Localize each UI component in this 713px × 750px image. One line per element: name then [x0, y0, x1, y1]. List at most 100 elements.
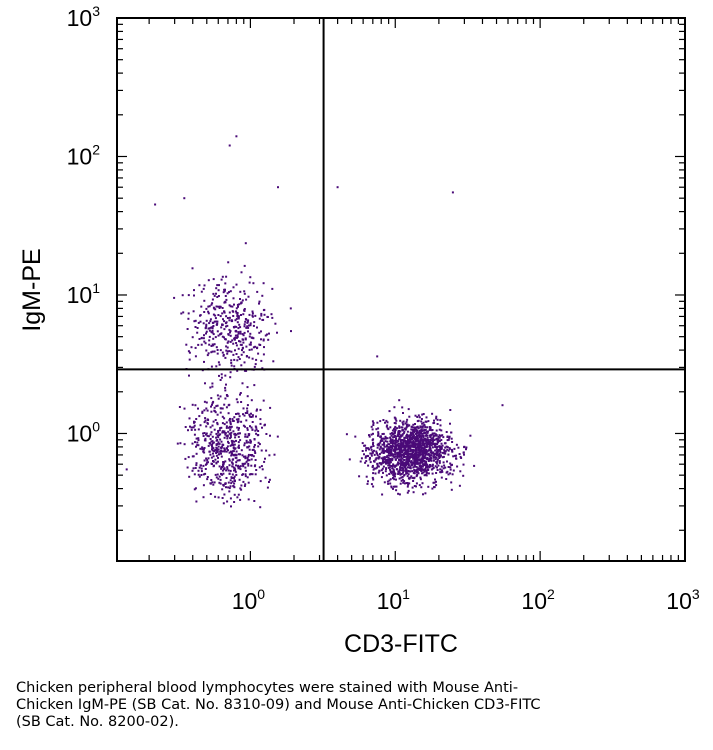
data-point: [425, 433, 428, 436]
data-point: [242, 424, 245, 427]
data-point: [210, 326, 212, 329]
data-point: [201, 410, 204, 413]
data-point: [377, 465, 380, 468]
data-point: [235, 353, 238, 355]
data-point: [211, 298, 214, 301]
data-point: [443, 452, 446, 455]
data-point: [458, 484, 461, 487]
data-point: [187, 350, 190, 353]
data-point: [244, 320, 247, 323]
data-point: [418, 444, 421, 447]
x-tick-labels: 100 101 102 103: [232, 586, 700, 614]
data-point: [369, 461, 372, 464]
data-point: [410, 461, 412, 464]
data-point: [386, 445, 388, 447]
data-point: [402, 420, 405, 423]
data-point: [417, 427, 420, 430]
data-point: [393, 478, 396, 481]
data-point: [418, 448, 421, 451]
data-point: [233, 501, 236, 503]
data-point: [393, 456, 396, 459]
data-point: [447, 453, 450, 456]
data-point: [438, 461, 441, 464]
data-point: [217, 430, 220, 432]
data-point: [220, 332, 223, 335]
data-point: [203, 340, 206, 343]
data-point: [240, 484, 243, 487]
data-point: [204, 342, 207, 345]
data-point: [183, 407, 186, 410]
data-point: [389, 445, 392, 447]
data-point: [367, 455, 370, 458]
data-point: [205, 433, 207, 436]
data-point: [235, 311, 238, 314]
data-point: [431, 464, 434, 467]
data-point: [421, 472, 423, 475]
data-point: [419, 469, 422, 471]
data-point: [386, 437, 389, 440]
data-point: [408, 460, 411, 462]
data-point: [210, 345, 213, 347]
data-point: [273, 453, 276, 456]
data-point: [411, 442, 414, 445]
data-point: [401, 460, 404, 463]
data-point: [439, 448, 442, 451]
data-point: [410, 433, 412, 436]
data-point: [218, 465, 221, 468]
data-point: [239, 340, 242, 343]
data-point: [400, 461, 403, 464]
x-tick-label: 101: [377, 586, 411, 614]
data-point: [214, 458, 217, 461]
data-point: [203, 400, 206, 403]
data-point: [432, 481, 435, 484]
data-point: [408, 482, 411, 485]
data-point: [406, 482, 409, 484]
data-point: [414, 443, 417, 446]
data-point: [201, 446, 204, 449]
data-point: [249, 322, 252, 325]
data-point: [243, 442, 246, 445]
data-point: [178, 406, 181, 408]
data-point: [212, 325, 215, 327]
data-point: [223, 447, 226, 450]
data-point: [446, 446, 449, 449]
data-point: [401, 429, 404, 431]
data-point: [424, 438, 427, 441]
data-point: [254, 314, 257, 317]
data-point: [366, 482, 369, 485]
data-point: [393, 427, 396, 430]
data-point: [233, 416, 236, 419]
data-point: [391, 465, 394, 467]
data-point: [245, 441, 248, 444]
data-point: [376, 355, 379, 358]
data-point: [242, 407, 245, 410]
data-point: [246, 427, 249, 430]
data-point: [413, 476, 416, 479]
data-point: [433, 432, 436, 435]
data-point: [403, 462, 405, 465]
data-point: [232, 458, 235, 461]
data-point: [217, 436, 220, 439]
data-point: [233, 482, 236, 485]
data-point: [213, 450, 216, 453]
data-point: [244, 338, 247, 341]
data-point: [407, 489, 410, 492]
data-point: [438, 457, 441, 459]
data-point: [243, 414, 246, 417]
data-point: [207, 312, 210, 315]
data-point: [216, 473, 219, 476]
data-point: [403, 448, 406, 451]
data-point: [238, 415, 241, 418]
data-point: [225, 406, 228, 409]
data-point: [405, 443, 408, 446]
data-point: [384, 460, 387, 463]
data-point: [219, 411, 222, 414]
data-point: [382, 456, 385, 459]
data-point: [236, 313, 239, 316]
data-point: [194, 326, 197, 328]
data-point: [388, 459, 391, 462]
data-point: [243, 292, 246, 295]
data-point: [389, 461, 392, 464]
data-point: [435, 451, 438, 454]
data-point: [414, 449, 417, 452]
